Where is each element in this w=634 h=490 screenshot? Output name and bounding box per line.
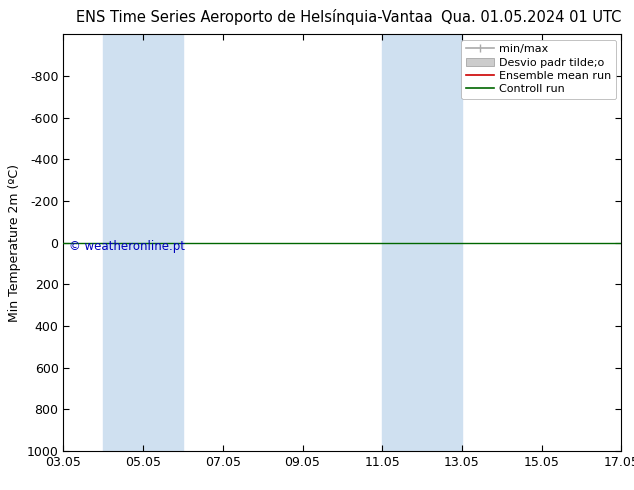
Y-axis label: Min Temperature 2m (ºC): Min Temperature 2m (ºC)	[8, 164, 21, 321]
Text: © weatheronline.pt: © weatheronline.pt	[69, 241, 185, 253]
Text: ENS Time Series Aeroporto de Helsínquia-Vantaa: ENS Time Series Aeroporto de Helsínquia-…	[76, 9, 433, 25]
Legend: min/max, Desvio padr tilde;o, Ensemble mean run, Controll run: min/max, Desvio padr tilde;o, Ensemble m…	[462, 40, 616, 99]
Bar	[103, 34, 183, 451]
Text: Qua. 01.05.2024 01 UTC: Qua. 01.05.2024 01 UTC	[441, 10, 621, 24]
Bar	[382, 34, 462, 451]
